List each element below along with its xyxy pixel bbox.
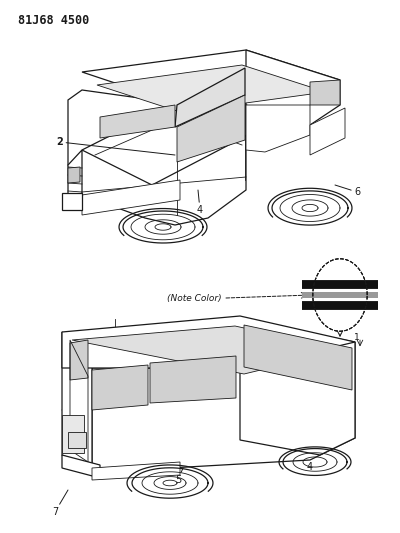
- Polygon shape: [92, 462, 180, 480]
- Polygon shape: [72, 326, 344, 374]
- Polygon shape: [97, 65, 326, 112]
- Text: 6: 6: [335, 185, 360, 197]
- Polygon shape: [244, 325, 352, 390]
- Polygon shape: [68, 150, 82, 200]
- Polygon shape: [68, 167, 80, 183]
- Polygon shape: [62, 316, 355, 368]
- Text: 1: 1: [354, 333, 360, 342]
- Polygon shape: [82, 103, 246, 185]
- Polygon shape: [68, 90, 246, 225]
- Polygon shape: [150, 356, 236, 403]
- FancyBboxPatch shape: [302, 292, 378, 298]
- Polygon shape: [240, 320, 355, 455]
- Text: 81J68 4500: 81J68 4500: [18, 14, 89, 27]
- Polygon shape: [246, 105, 310, 152]
- Text: 4: 4: [197, 190, 203, 215]
- Polygon shape: [246, 50, 340, 125]
- Polygon shape: [82, 180, 180, 215]
- Text: 7: 7: [52, 490, 68, 517]
- Polygon shape: [175, 68, 245, 127]
- Circle shape: [313, 260, 367, 330]
- Text: 9: 9: [205, 105, 215, 122]
- Polygon shape: [62, 342, 355, 468]
- Bar: [302, 280, 378, 288]
- Polygon shape: [177, 95, 245, 162]
- Polygon shape: [92, 365, 148, 410]
- Polygon shape: [62, 455, 100, 478]
- Text: 3: 3: [262, 428, 273, 445]
- Text: 5: 5: [175, 468, 183, 485]
- Text: 8: 8: [245, 332, 251, 341]
- Text: (Note Color): (Note Color): [167, 294, 222, 303]
- Polygon shape: [62, 415, 84, 453]
- Bar: [302, 302, 378, 309]
- Polygon shape: [100, 105, 175, 138]
- FancyBboxPatch shape: [302, 301, 378, 310]
- FancyBboxPatch shape: [302, 279, 378, 289]
- Text: 2: 2: [57, 137, 175, 155]
- Bar: [302, 292, 378, 297]
- Polygon shape: [62, 193, 82, 210]
- Polygon shape: [310, 108, 345, 155]
- Polygon shape: [62, 332, 92, 468]
- Polygon shape: [82, 50, 340, 103]
- Polygon shape: [68, 432, 86, 448]
- Polygon shape: [310, 80, 340, 105]
- Text: 4: 4: [300, 454, 313, 472]
- Polygon shape: [70, 340, 88, 380]
